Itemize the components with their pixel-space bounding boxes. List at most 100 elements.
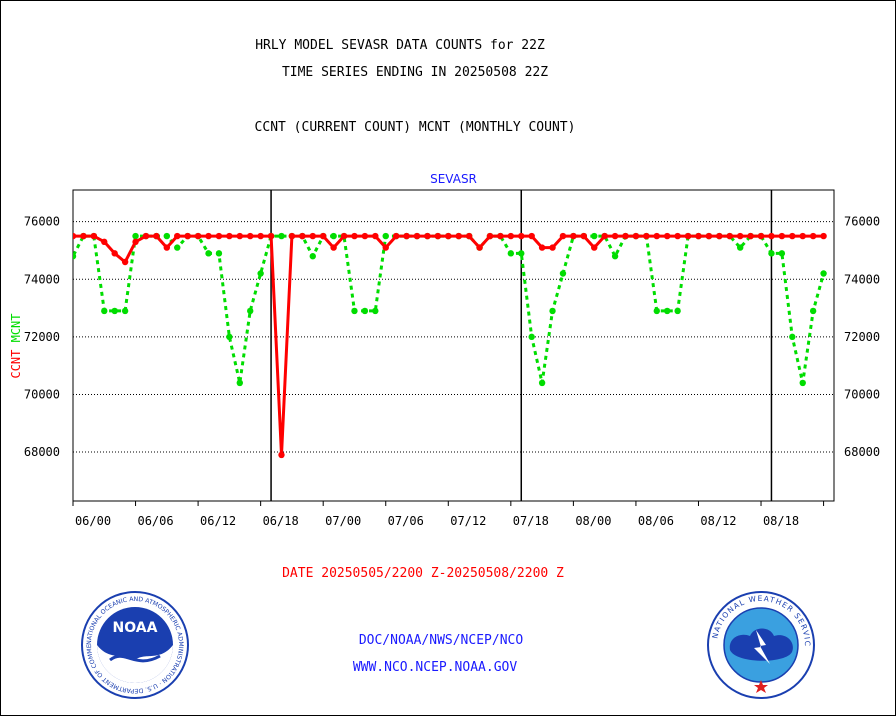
x-tick-label: 06/12 — [200, 514, 236, 528]
data-point-ccnt — [163, 244, 171, 251]
data-point-ccnt — [226, 232, 233, 240]
data-point-ccnt — [455, 232, 462, 240]
data-point-ccnt — [73, 232, 77, 240]
data-point-ccnt — [153, 232, 160, 240]
data-point-mcnt — [215, 250, 223, 257]
y-axis-label-mcnt: MCNT — [9, 313, 23, 342]
data-point-mcnt — [611, 253, 619, 260]
data-point-mcnt — [809, 307, 817, 315]
chart-subtitle: CCNT (CURRENT COUNT) MCNT (MONTHLY COUNT… — [254, 120, 576, 135]
data-point-ccnt — [716, 232, 723, 240]
data-point-ccnt — [392, 232, 400, 240]
data-point-mcnt — [674, 307, 681, 315]
data-point-ccnt — [538, 244, 546, 251]
noaa-logo-icon: NOAA NATIONAL OCEANIC AND ATMOSPHERIC AD… — [80, 590, 189, 699]
data-point-ccnt — [778, 232, 786, 240]
data-point-ccnt — [757, 232, 765, 240]
y-tick-label-right: 76000 — [844, 215, 880, 229]
y-tick-label-left: 68000 — [24, 445, 60, 459]
data-point-mcnt — [278, 232, 285, 240]
x-tick-label: 08/18 — [763, 514, 799, 528]
data-point-mcnt — [507, 250, 515, 257]
data-point-ccnt — [90, 232, 98, 240]
data-point-mcnt — [226, 333, 233, 341]
data-point-ccnt — [382, 244, 389, 251]
data-point-ccnt — [549, 244, 556, 251]
data-point-mcnt — [361, 307, 369, 315]
data-point-mcnt — [778, 250, 786, 257]
data-point-mcnt — [174, 244, 181, 251]
data-point-ccnt — [486, 232, 494, 240]
nco-website-link[interactable]: WWW.NCO.NCEP.NOAA.GOV — [352, 660, 518, 675]
data-point-mcnt — [205, 250, 212, 257]
data-point-ccnt — [736, 232, 744, 240]
y-tick-label-right: 72000 — [844, 330, 880, 344]
data-point-ccnt — [445, 232, 452, 240]
data-point-ccnt — [299, 232, 306, 240]
data-point-mcnt — [101, 307, 108, 315]
y-tick-label-left: 70000 — [24, 387, 60, 401]
data-point-ccnt — [465, 232, 473, 240]
y-tick-label-right: 74000 — [844, 272, 880, 286]
data-point-ccnt — [174, 232, 181, 240]
plot-border — [72, 189, 835, 502]
svg-text:NOAA: NOAA — [113, 620, 158, 636]
data-point-mcnt — [257, 270, 264, 277]
data-point-ccnt — [601, 232, 608, 240]
y-axis-label-ccnt: CCNT — [9, 342, 23, 378]
data-point-mcnt — [653, 307, 660, 315]
data-point-mcnt — [351, 307, 358, 315]
data-point-mcnt — [538, 379, 546, 387]
data-point-ccnt — [684, 232, 692, 240]
data-point-mcnt — [736, 244, 744, 251]
doc-noaa-link[interactable]: DOC/NOAA/NWS/NCEP/NCO — [358, 633, 524, 648]
data-point-ccnt — [695, 232, 702, 240]
x-tick-label: 08/06 — [638, 514, 674, 528]
data-point-ccnt — [820, 232, 827, 240]
x-tick-label: 08/00 — [575, 514, 611, 528]
series-line-mcnt — [73, 234, 826, 384]
data-point-ccnt — [267, 232, 275, 240]
data-point-mcnt — [799, 379, 806, 387]
data-point-ccnt — [789, 232, 796, 240]
data-point-ccnt — [278, 451, 285, 459]
data-point-ccnt — [434, 232, 442, 240]
data-point-ccnt — [309, 232, 316, 240]
data-point-ccnt — [340, 232, 348, 240]
data-point-ccnt — [653, 232, 660, 240]
date-range: DATE 20250505/2200 Z-20250508/2200 Z — [282, 566, 564, 581]
y-tick-label-left: 74000 — [24, 272, 60, 286]
data-point-ccnt — [726, 232, 733, 240]
data-point-mcnt — [559, 270, 567, 277]
data-point-mcnt — [309, 253, 316, 260]
x-tick-label: 07/00 — [325, 514, 361, 528]
data-point-mcnt — [236, 379, 243, 387]
data-point-ccnt — [632, 232, 640, 240]
data-point-ccnt — [121, 258, 129, 266]
chart-title: SEVASR — [430, 172, 477, 186]
x-tick-label: 08/12 — [700, 514, 736, 528]
data-point-ccnt — [319, 232, 327, 240]
data-point-mcnt — [372, 307, 379, 315]
data-point-mcnt — [73, 253, 77, 260]
x-tick-label: 07/18 — [513, 514, 549, 528]
data-point-ccnt — [257, 232, 264, 240]
data-point-ccnt — [80, 232, 87, 240]
data-point-ccnt — [372, 232, 379, 240]
y-tick-label-left: 76000 — [24, 215, 60, 229]
data-point-ccnt — [705, 232, 713, 240]
data-point-ccnt — [591, 244, 598, 251]
data-point-mcnt — [789, 333, 796, 341]
data-point-ccnt — [205, 232, 212, 240]
data-point-ccnt — [747, 232, 754, 240]
series-line-ccnt — [73, 234, 824, 455]
data-point-ccnt — [111, 250, 118, 257]
x-tick-label: 06/00 — [75, 514, 111, 528]
chart-title-line2: TIME SERIES ENDING IN 20250508 22Z — [281, 65, 549, 80]
data-point-mcnt — [768, 250, 775, 257]
data-point-mcnt — [528, 333, 535, 341]
data-point-mcnt — [111, 307, 118, 315]
y-tick-label-right: 68000 — [844, 445, 880, 459]
data-point-ccnt — [799, 232, 806, 240]
